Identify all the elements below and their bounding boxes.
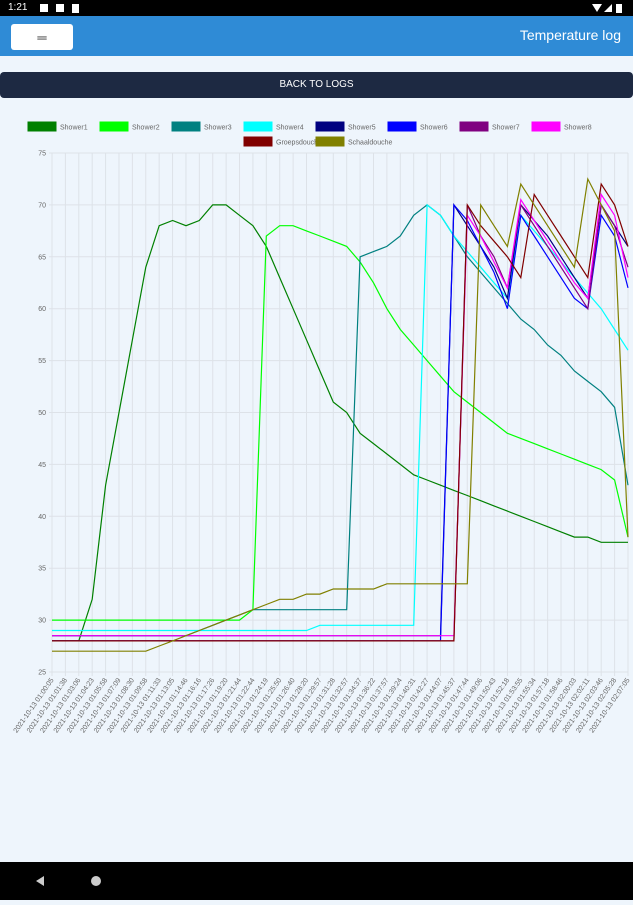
- series-line: [52, 203, 629, 642]
- y-tick-label: 30: [38, 618, 46, 625]
- legend-swatch: [99, 121, 129, 132]
- legend-label: Shower4: [276, 125, 304, 132]
- y-tick-label: 50: [38, 410, 46, 417]
- app-title: Temperature log: [519, 27, 621, 43]
- legend-swatch: [27, 121, 57, 132]
- legend-label: Groepsdouche: [276, 140, 322, 147]
- menu-button[interactable]: ═: [11, 24, 73, 50]
- legend-label: Shower1: [60, 125, 88, 132]
- y-tick-label: 60: [38, 306, 46, 313]
- legend-swatch: [315, 136, 345, 147]
- legend-label: Schaaldouche: [348, 140, 392, 147]
- y-tick-label: 70: [38, 202, 46, 209]
- series-line: [52, 203, 629, 632]
- series-line: [52, 204, 628, 642]
- legend-swatch: [459, 121, 489, 132]
- legend-label: Shower7: [492, 125, 520, 132]
- chart: Shower1 Shower2 Shower3 Shower4 Shower5 Showe…: [13, 121, 632, 734]
- nav-bar: [0, 862, 633, 900]
- status-bar: 1:21: [0, 0, 633, 16]
- legend-swatch: [531, 121, 561, 132]
- clock: 1:21: [8, 2, 28, 13]
- legend-label: Shower3: [204, 125, 232, 132]
- series-line: [52, 202, 629, 637]
- nav-icons: [36, 876, 101, 886]
- y-tick-label: 35: [38, 566, 46, 573]
- y-tick-label: 45: [38, 462, 46, 469]
- legend-swatch: [243, 136, 273, 147]
- legend-label: Shower2: [132, 125, 160, 132]
- legend-swatch: [315, 121, 345, 132]
- y-tick-label: 55: [38, 358, 46, 365]
- series-line: [52, 204, 629, 637]
- y-tick-label: 65: [38, 254, 46, 261]
- legend-swatch: [243, 121, 273, 132]
- series-line: [52, 192, 629, 637]
- series-line: [52, 182, 629, 642]
- back-button[interactable]: BACK TO LOGS: [0, 72, 633, 98]
- legend-label: Shower5: [348, 125, 376, 132]
- y-tick-label: 40: [38, 514, 46, 521]
- legend-label: Shower6: [420, 125, 448, 132]
- series-line: [52, 177, 629, 652]
- legend-swatch: [171, 121, 201, 132]
- series-line: [52, 225, 629, 621]
- y-tick-label: 75: [38, 151, 46, 158]
- app-bar: ═ Temperature log: [0, 16, 633, 56]
- legend-swatch: [387, 121, 417, 132]
- status-icons: [40, 4, 622, 13]
- series-line: [52, 203, 629, 642]
- legend-label: Shower8: [564, 125, 592, 132]
- y-tick-label: 25: [38, 670, 46, 677]
